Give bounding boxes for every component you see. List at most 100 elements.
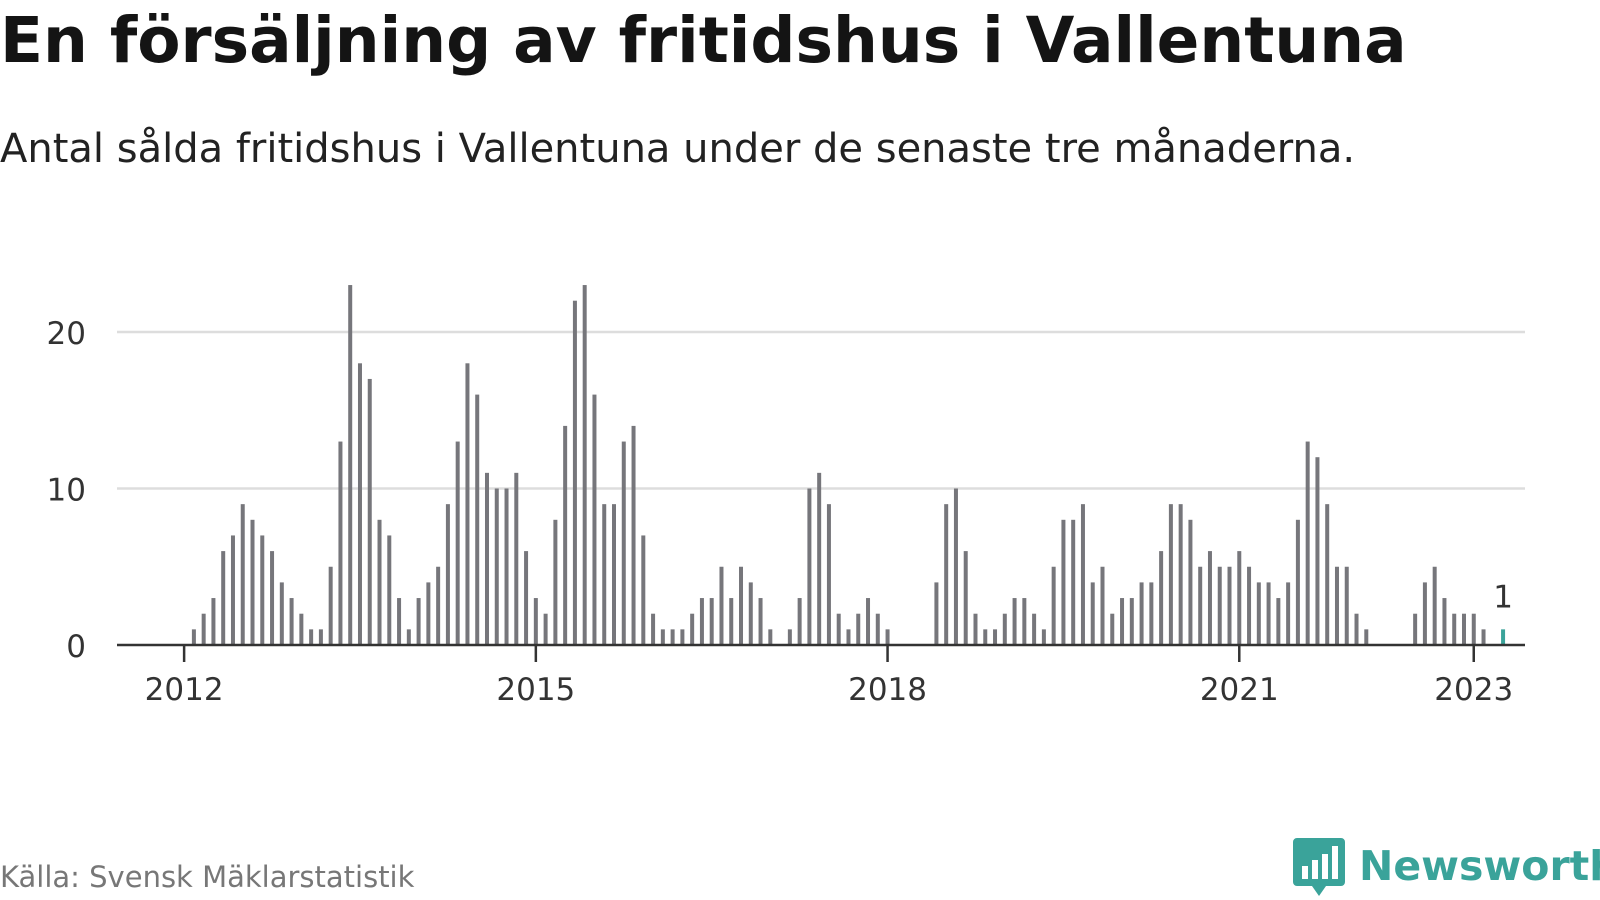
bar — [748, 582, 753, 645]
x-tick-label: 2023 — [1434, 672, 1513, 708]
bar — [553, 519, 558, 645]
bar — [270, 551, 275, 645]
bar — [494, 488, 499, 645]
bar — [963, 551, 968, 645]
bar — [612, 504, 616, 645]
bar — [660, 629, 665, 645]
bar — [1256, 582, 1261, 645]
bar — [1207, 551, 1212, 645]
bar — [758, 598, 763, 645]
bar — [240, 504, 245, 645]
bar — [983, 629, 988, 645]
bar — [631, 425, 636, 645]
x-tick-label: 2018 — [848, 672, 927, 708]
bar — [1188, 519, 1193, 645]
bar — [866, 598, 871, 645]
brand-logo: Newsworthy — [1293, 838, 1600, 898]
bar — [1080, 504, 1085, 645]
x-tick-label: 2021 — [1200, 672, 1279, 708]
bar — [250, 519, 255, 645]
bar — [1364, 629, 1369, 645]
bar — [543, 613, 548, 645]
gridlines — [117, 330, 1525, 490]
bar — [1227, 566, 1232, 645]
bar — [993, 629, 998, 645]
bar — [387, 535, 392, 645]
bar — [1442, 598, 1447, 645]
bar — [230, 535, 235, 645]
bar — [875, 613, 880, 645]
bar — [455, 441, 460, 645]
bar — [416, 598, 421, 645]
bar — [1090, 582, 1095, 645]
bar — [944, 504, 949, 645]
bar — [318, 629, 323, 645]
bar — [670, 629, 675, 645]
bar — [1061, 519, 1066, 645]
bar — [1334, 566, 1339, 645]
data-labels: 1 — [1493, 579, 1513, 615]
bar — [1217, 566, 1222, 645]
bar — [348, 285, 353, 645]
bar — [739, 566, 744, 645]
bar — [260, 535, 265, 645]
bar — [279, 582, 284, 645]
bar — [621, 441, 626, 645]
bar — [1071, 519, 1076, 645]
bar — [1452, 613, 1457, 645]
bar-highlight — [1501, 629, 1506, 645]
bar — [1286, 582, 1291, 645]
bar — [934, 582, 939, 645]
bar — [426, 582, 431, 645]
bar — [836, 613, 841, 645]
bar — [1481, 629, 1486, 645]
bar — [1041, 629, 1046, 645]
bar — [856, 613, 861, 645]
bar — [533, 598, 538, 645]
x-axis-ticks: 2012 2015 2018 2021 2023 — [145, 645, 1513, 708]
bar — [1266, 582, 1271, 645]
source-note: Källa: Svensk Mäklarstatistik — [0, 860, 415, 894]
bar — [1032, 613, 1037, 645]
bar — [397, 598, 402, 645]
bar — [768, 629, 773, 645]
bar — [1295, 519, 1300, 645]
bar — [1168, 504, 1173, 645]
bar — [973, 613, 978, 645]
bar — [299, 613, 304, 645]
bar — [729, 598, 734, 645]
bar — [1325, 504, 1330, 645]
bar — [885, 629, 890, 645]
bar — [1471, 613, 1476, 645]
bar — [651, 613, 656, 645]
bar — [641, 535, 646, 645]
bar — [709, 598, 714, 645]
bar — [1110, 613, 1115, 645]
bar — [690, 613, 695, 645]
chart-title: En försäljning av fritidshus i Vallentun… — [0, 4, 1407, 77]
bar — [504, 488, 509, 645]
brand-name: Newsworthy — [1359, 842, 1600, 890]
bars — [191, 285, 1506, 645]
bar — [191, 629, 196, 645]
bar — [1461, 613, 1466, 645]
x-tick-label: 2012 — [145, 672, 224, 708]
bar — [1159, 551, 1164, 645]
bar — [1100, 566, 1105, 645]
bar — [817, 472, 822, 645]
bar — [1198, 566, 1203, 645]
bar — [1413, 613, 1418, 645]
bar — [436, 566, 441, 645]
bar-chart-speech-bubble-icon — [1293, 838, 1345, 896]
bar — [338, 441, 343, 645]
bar — [377, 519, 382, 645]
bar — [1247, 566, 1252, 645]
bar — [826, 504, 831, 645]
bar — [1432, 566, 1437, 645]
y-axis-ticks: 0 10 20 — [47, 316, 86, 665]
bar — [465, 363, 470, 645]
bar — [367, 378, 372, 645]
bar — [846, 629, 851, 645]
bar — [1139, 582, 1144, 645]
